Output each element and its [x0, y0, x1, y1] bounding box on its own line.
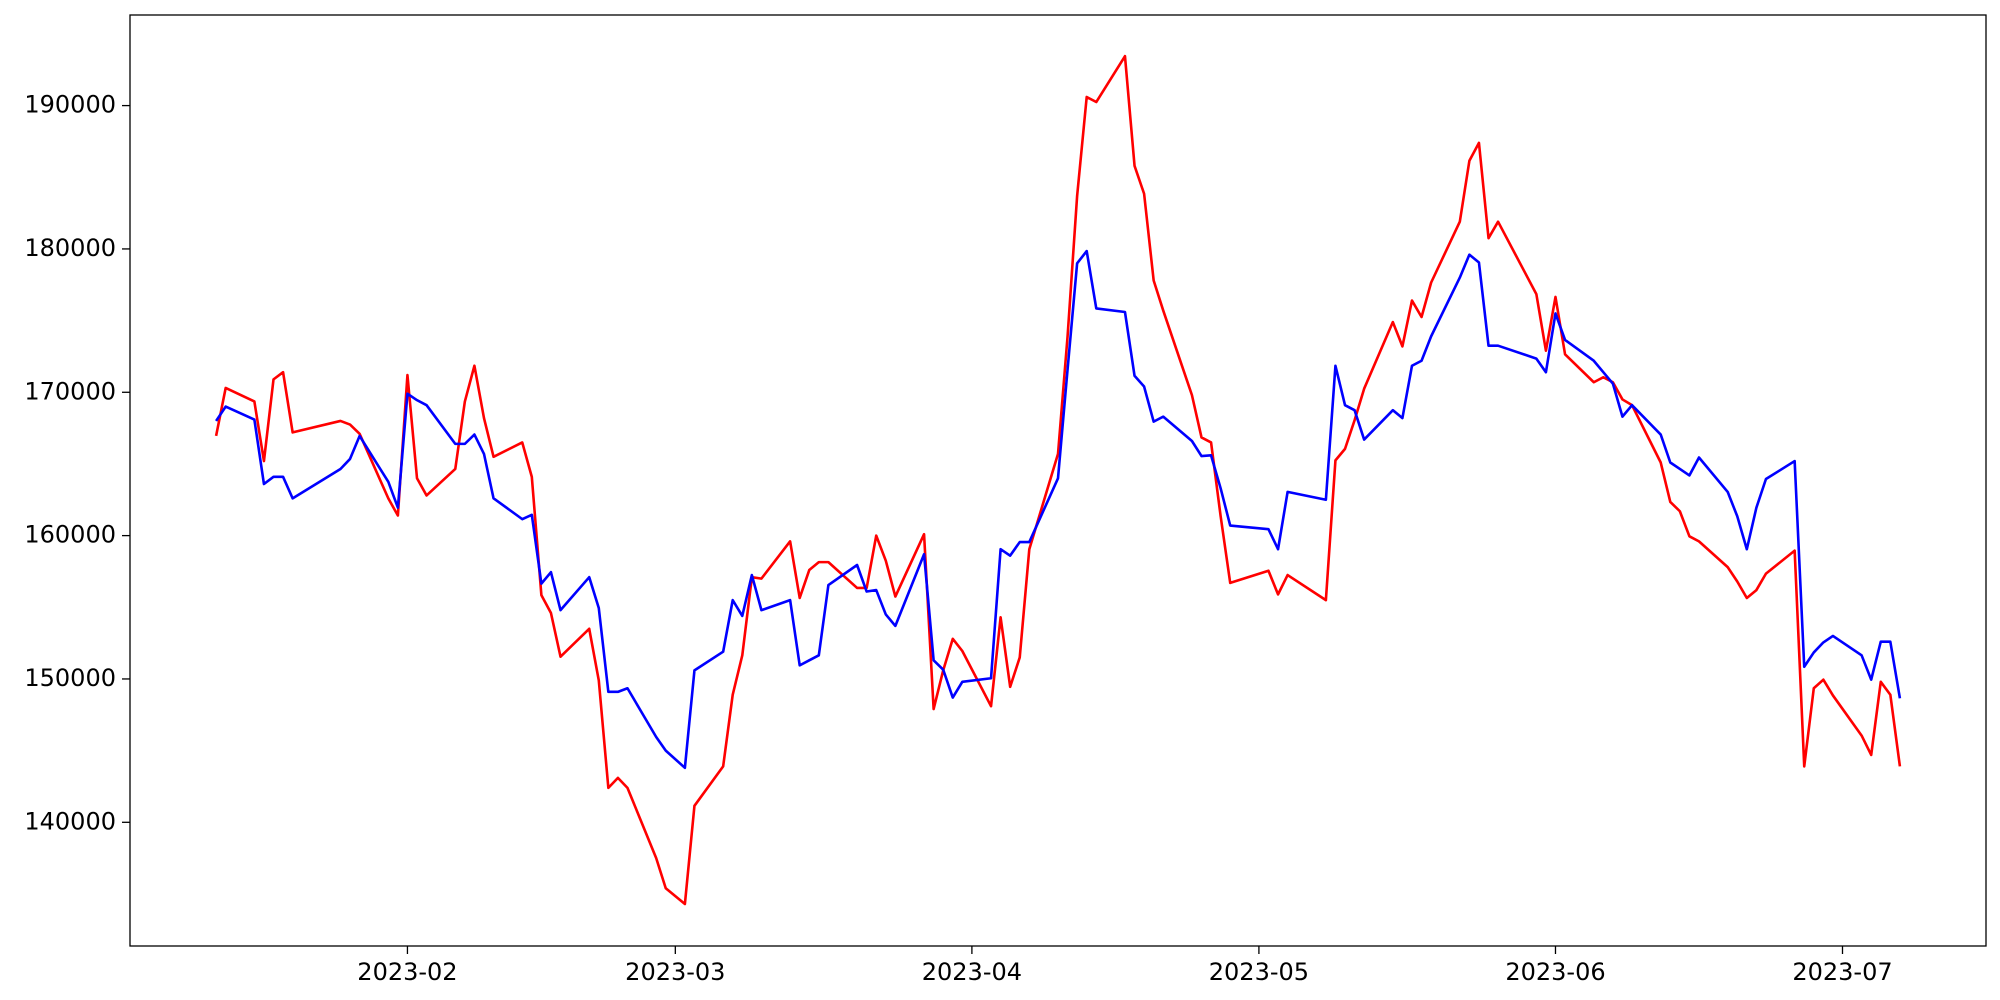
plot-frame — [129, 14, 1987, 947]
y-tick-label: 190000 — [24, 91, 116, 119]
series-line — [215, 249, 1902, 770]
x-tick-label: 2023-06 — [1505, 958, 1605, 986]
y-tick-label: 140000 — [24, 807, 116, 835]
y-tick-label: 150000 — [24, 664, 116, 692]
x-tick-label: 2023-02 — [357, 958, 457, 986]
x-tick-label: 2023-07 — [1792, 958, 1892, 986]
x-tick-label: 2023-05 — [1209, 958, 1309, 986]
x-tick-label: 2023-03 — [625, 958, 725, 986]
y-tick-label: 160000 — [24, 521, 116, 549]
y-tick-label: 170000 — [24, 377, 116, 405]
x-tick-label: 2023-04 — [922, 958, 1022, 986]
y-tick-label: 180000 — [24, 234, 116, 262]
